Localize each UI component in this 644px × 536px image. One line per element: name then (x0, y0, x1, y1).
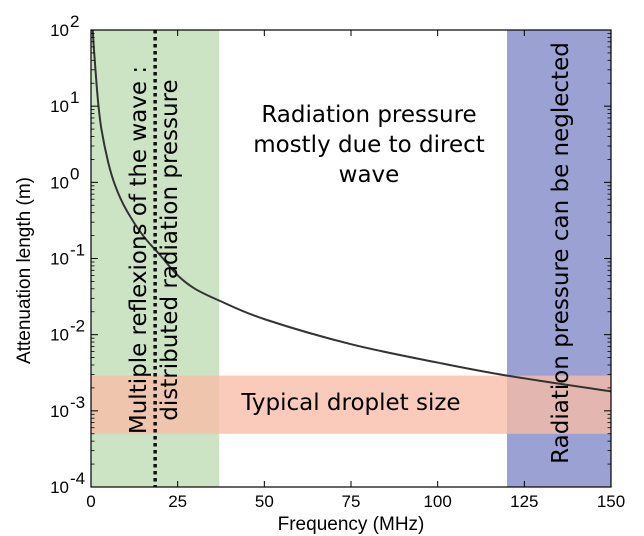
x-tick-label-2: 50 (255, 492, 274, 511)
x-tick-label-4: 100 (423, 492, 451, 511)
left-band-annotation-line1: Multiple reflexions of the wave : (126, 66, 152, 434)
y-tick-label-3: 10 (50, 250, 69, 269)
center-annotation-line1: Radiation pressure (261, 102, 476, 128)
y-axis-label: Attenuation length (m) (14, 177, 35, 364)
y-tick-exponent-2: -2 (70, 317, 85, 336)
right-band-annotation: Radiation pressure can be neglected (548, 42, 574, 464)
shaded-regions (91, 30, 611, 487)
center-annotation-line3: wave (339, 162, 400, 188)
y-tick-exponent-3: -1 (70, 241, 85, 260)
x-axis-label: Frequency (MHz) (278, 514, 425, 535)
x-tick-label-6: 150 (597, 492, 625, 511)
x-tick-label-1: 25 (168, 492, 187, 511)
y-tick-label-0: 10 (50, 478, 69, 497)
horizontal-band-annotation: Typical droplet size (240, 390, 460, 416)
y-tick-label-4: 10 (50, 173, 69, 192)
x-tick-label-3: 75 (342, 492, 361, 511)
y-tick-label-6: 10 (50, 21, 69, 40)
x-tick-label-5: 125 (510, 492, 538, 511)
series-line-0 (91, 29, 612, 393)
center-annotation-line2: mostly due to direct (253, 132, 485, 158)
y-tick-exponent-0: -4 (70, 469, 85, 488)
y-tick-exponent-5: 1 (70, 88, 79, 107)
y-tick-exponent-1: -3 (70, 393, 85, 412)
left-band-annotation-line2: distributed radiation pressure (157, 79, 183, 420)
x-axis: 0 25 50 75 100 125 150 (86, 30, 625, 511)
y-tick-label-5: 10 (50, 97, 69, 116)
series-layer (91, 29, 612, 393)
y-tick-label-1: 10 (50, 402, 69, 421)
y-tick-exponent-6: 2 (70, 12, 79, 31)
region-horizontal-2 (91, 375, 611, 434)
y-tick-label-2: 10 (50, 326, 69, 345)
x-tick-label-0: 0 (86, 492, 95, 511)
y-tick-exponent-4: 0 (70, 164, 79, 183)
